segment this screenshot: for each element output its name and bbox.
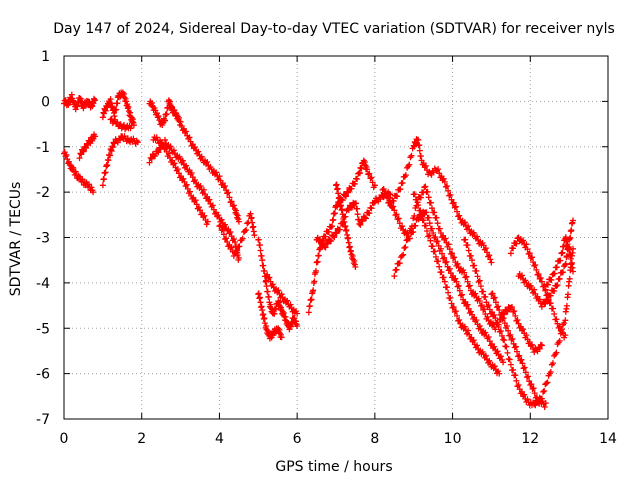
y-tick-label: -5 — [36, 321, 50, 337]
series-track-i — [216, 210, 258, 259]
series-track-p — [379, 136, 495, 266]
series-track-w — [507, 234, 569, 341]
y-axis-ticks: 1 0 -1 -2 -3 -4 -5 -6 -7 — [36, 49, 608, 428]
x-tick-label: 6 — [293, 431, 302, 447]
series-track-j — [255, 236, 301, 333]
y-tick-label: -6 — [36, 367, 50, 383]
y-tick-label: -3 — [36, 231, 50, 247]
series-track-x — [542, 234, 576, 293]
y-tick-label: -1 — [36, 140, 50, 156]
x-tick-label: 14 — [599, 431, 617, 447]
series-track-h — [150, 134, 211, 228]
series-track-s — [391, 183, 545, 356]
y-tick-label: 1 — [41, 49, 50, 65]
series-track-o — [333, 181, 359, 270]
x-axis-label: GPS time / hours — [275, 459, 392, 475]
series-track-l — [263, 271, 301, 317]
series-track-b — [61, 149, 97, 196]
y-tick-label: -7 — [36, 412, 50, 428]
series-track-c — [76, 131, 99, 162]
chart-title: Day 147 of 2024, Sidereal Day-to-day VTE… — [53, 21, 615, 37]
x-tick-label: 4 — [215, 431, 224, 447]
y-tick-label: -2 — [36, 185, 50, 201]
x-tick-label: 8 — [370, 431, 379, 447]
series-track-a — [61, 91, 99, 113]
series-track-m — [305, 157, 378, 316]
x-tick-label: 12 — [521, 431, 539, 447]
data-series — [61, 89, 576, 410]
series-track-d — [99, 89, 137, 133]
series-track-q — [383, 190, 507, 366]
series-track-n — [313, 189, 394, 251]
x-axis-ticks: 0 2 4 6 8 10 12 14 — [60, 56, 617, 447]
series-track-g — [146, 136, 242, 263]
x-tick-label: 0 — [60, 431, 69, 447]
series-track-f — [146, 97, 242, 225]
y-axis-label: SDTVAR / TECUs — [8, 182, 24, 297]
series-track-k — [255, 290, 285, 342]
series-track-r — [410, 191, 503, 377]
x-tick-label: 10 — [444, 431, 462, 447]
y-tick-label: -4 — [36, 276, 50, 292]
series-track-u — [488, 290, 549, 410]
x-tick-label: 2 — [137, 431, 146, 447]
y-tick-label: 0 — [41, 94, 50, 110]
series-track-e — [99, 133, 141, 189]
